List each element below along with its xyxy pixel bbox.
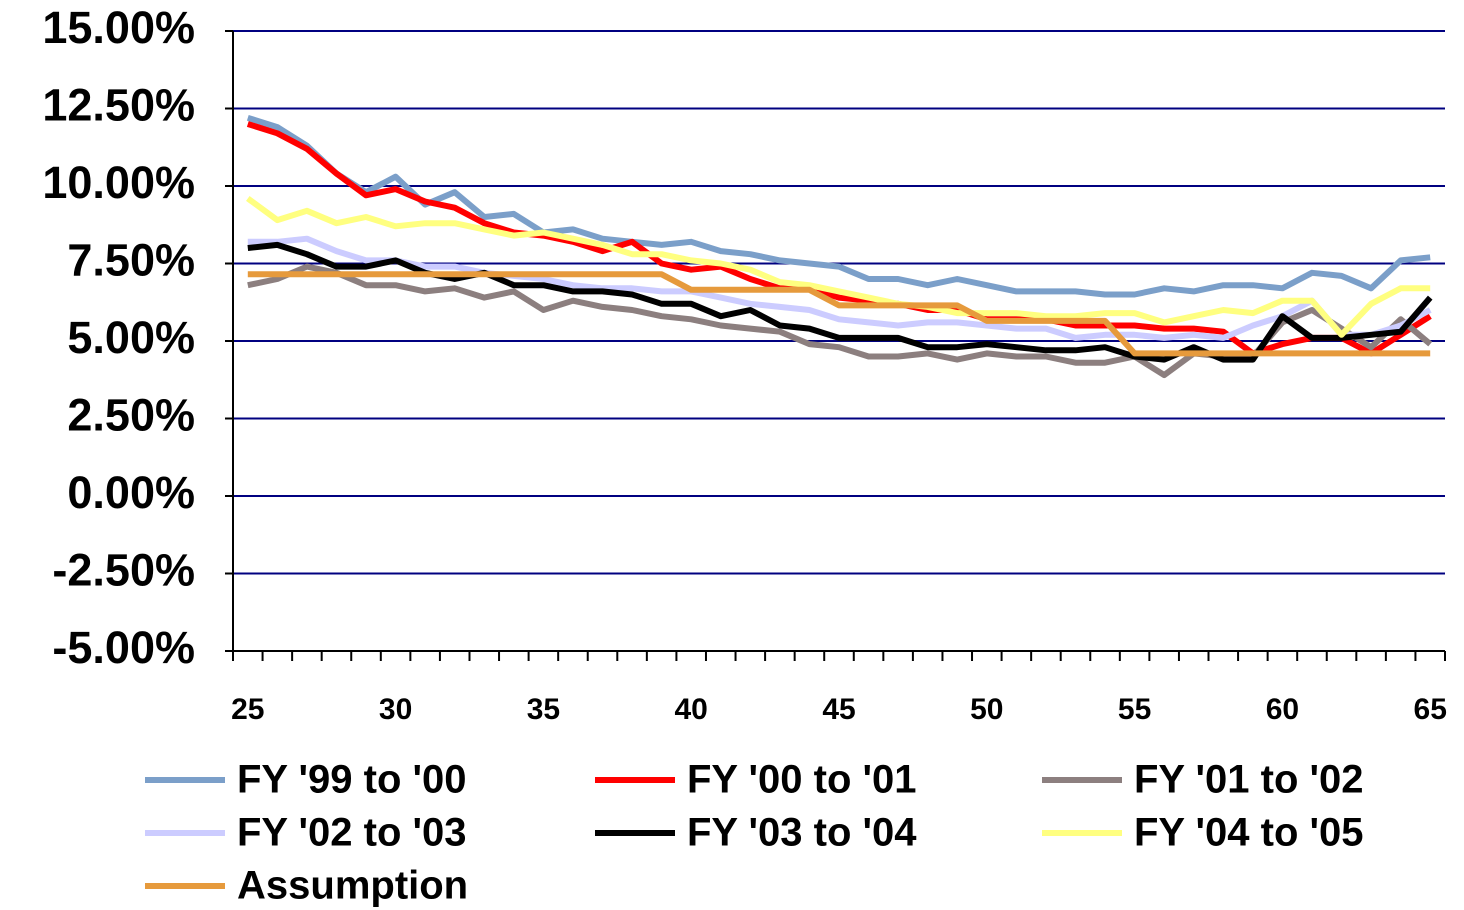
y-tick-label: 15.00%	[42, 2, 195, 53]
legend-label: FY '00 to '01	[687, 758, 917, 802]
legend-label: FY '04 to '05	[1134, 811, 1364, 855]
series-line	[247, 271, 1431, 357]
y-tick-label: -2.50%	[52, 544, 195, 595]
x-tick-label: 45	[822, 693, 855, 726]
legend-label: Assumption	[237, 864, 468, 908]
legend-label: FY '99 to '00	[237, 758, 467, 802]
x-tick-label: 40	[675, 693, 708, 726]
series-line	[247, 235, 1432, 341]
y-tick-label: -5.00%	[52, 622, 195, 673]
y-tick-label: 12.50%	[42, 79, 195, 130]
legend-label: FY '03 to '04	[687, 811, 917, 855]
x-tick-label: 35	[527, 693, 560, 726]
series-line	[246, 114, 1431, 298]
legend-label: FY '01 to '02	[1134, 758, 1364, 802]
x-tick-label: 50	[970, 693, 1003, 726]
legend-label: FY '02 to '03	[237, 811, 467, 855]
y-tick-label: 10.00%	[42, 157, 195, 208]
y-tick-label: 5.00%	[67, 312, 195, 363]
y-tick-label: 0.00%	[67, 467, 195, 518]
x-tick-label: 60	[1266, 693, 1299, 726]
x-tick-label: 55	[1118, 693, 1151, 726]
x-tick-label: 65	[1414, 693, 1447, 726]
series-line	[246, 121, 1432, 357]
series-line	[247, 263, 1433, 379]
series-line	[246, 195, 1431, 338]
x-tick-label: 30	[379, 693, 412, 726]
y-tick-label: 7.50%	[67, 234, 195, 285]
y-tick-label: 2.50%	[67, 389, 195, 440]
x-tick-label: 25	[231, 693, 264, 726]
